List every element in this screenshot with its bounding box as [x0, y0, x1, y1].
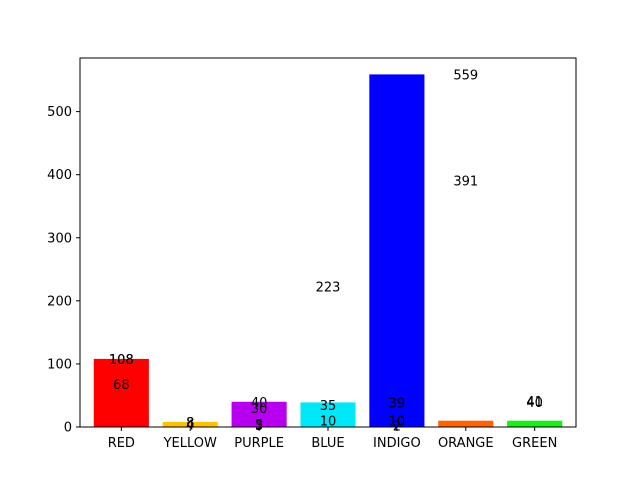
data-label-green: 41: [526, 395, 543, 410]
data-label-purple: 30: [251, 402, 268, 417]
data-label-orange: 559: [453, 68, 478, 83]
data-label-indigo: 39: [389, 396, 406, 411]
y-tick-label: 0: [64, 421, 72, 436]
y-tick-label: 400: [47, 168, 72, 183]
y-tick-label: 500: [47, 105, 72, 120]
y-tick-label: 200: [47, 294, 72, 309]
data-label-yellow: 8: [186, 416, 194, 431]
bar-blue: [300, 402, 356, 427]
data-label-blue: 35: [320, 399, 337, 414]
bar-purple: [231, 401, 287, 427]
data-label-orange: 391: [453, 174, 478, 189]
x-tick-label-red: RED: [108, 436, 135, 451]
bar-yellow: [162, 421, 218, 427]
data-label-blue: 10: [320, 415, 337, 430]
plot-frame: [79, 57, 577, 428]
y-tick-label: 300: [47, 231, 72, 246]
x-axis: RED YELLOW PURPLE BLUE INDIGO ORANGE GREEN: [108, 427, 557, 451]
data-label-yellow: 4: [186, 418, 194, 433]
bar-indigo: [369, 74, 425, 428]
data-label-red: 68: [113, 378, 130, 393]
y-axis: 0 100 200 300 400 500: [47, 105, 80, 436]
data-label-red: 108: [109, 353, 134, 368]
x-tick-label-purple: PURPLE: [234, 436, 284, 451]
y-tick-label: 100: [47, 357, 72, 372]
x-tick-label-yellow: YELLOW: [163, 436, 217, 451]
data-label-yellow: 8: [186, 416, 194, 431]
data-label-purple: 5: [255, 418, 263, 433]
data-label-indigo: 10: [389, 415, 406, 430]
data-label-blue: 223: [316, 280, 341, 295]
bar-orange: [438, 420, 494, 427]
x-tick-label-blue: BLUE: [311, 436, 344, 451]
data-label-purple: 40: [251, 396, 268, 411]
data-label-green: 40: [526, 396, 543, 411]
bars-layer: [93, 74, 563, 428]
x-tick-label-green: GREEN: [512, 436, 557, 451]
bar-red: [93, 358, 149, 427]
x-tick-label-orange: ORANGE: [438, 436, 494, 451]
bar-green: [507, 420, 563, 427]
data-label-red: 108: [109, 353, 134, 368]
x-tick-label-indigo: INDIGO: [373, 436, 421, 451]
